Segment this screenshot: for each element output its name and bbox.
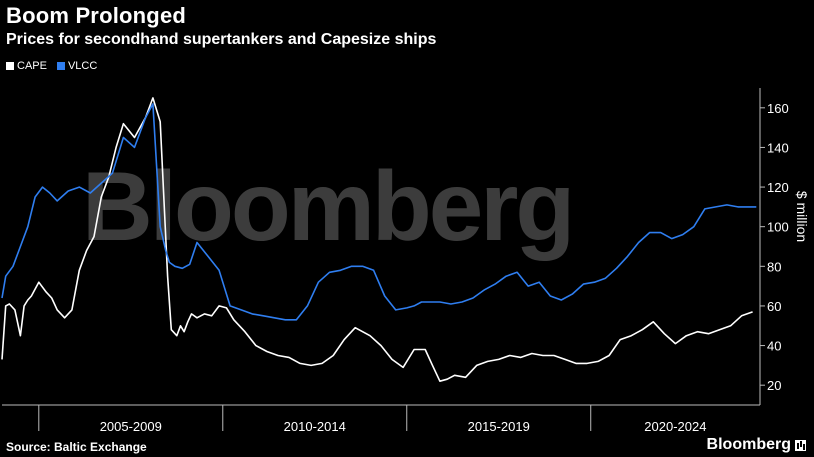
x-tick-label: 2010-2014 bbox=[284, 419, 346, 434]
y-tick-label: 160 bbox=[767, 101, 789, 116]
y-tick-label: 60 bbox=[767, 299, 781, 314]
legend-label-cape: CAPE bbox=[17, 60, 47, 72]
y-tick-label: 100 bbox=[767, 220, 789, 235]
y-tick-label: 20 bbox=[767, 378, 781, 393]
legend-swatch-cape bbox=[6, 62, 14, 70]
bar-chart-icon bbox=[795, 439, 806, 451]
legend-label-vlcc: VLCC bbox=[67, 60, 98, 72]
chart-title: Boom Prolonged bbox=[6, 3, 187, 28]
brand-name: Bloomberg bbox=[706, 436, 791, 453]
y-tick-label: 40 bbox=[767, 339, 781, 354]
series-line-vlcc bbox=[1, 103, 757, 321]
source-note: Source: Baltic Exchange bbox=[6, 440, 147, 454]
x-tick-label: 2005-2009 bbox=[100, 419, 162, 434]
legend-item-vlcc: VLCC bbox=[56, 60, 98, 72]
x-tick-label: 2015-2019 bbox=[468, 419, 530, 434]
legend-swatch-vlcc bbox=[56, 62, 65, 70]
legend-item-cape: CAPE bbox=[6, 60, 47, 72]
series-line-cape bbox=[1, 97, 753, 383]
y-tick-label: 140 bbox=[767, 140, 789, 155]
chart-subtitle: Prices for secondhand supertankers and C… bbox=[6, 31, 437, 48]
x-tick-label: 2020-2024 bbox=[644, 419, 706, 434]
y-axis-title: $ million bbox=[794, 191, 810, 242]
y-tick-label: 120 bbox=[767, 180, 789, 195]
brand-logo: Bloomberg bbox=[707, 436, 806, 454]
chart-legend: CAPE VLCC bbox=[6, 60, 97, 72]
y-tick-label: 80 bbox=[767, 259, 781, 274]
